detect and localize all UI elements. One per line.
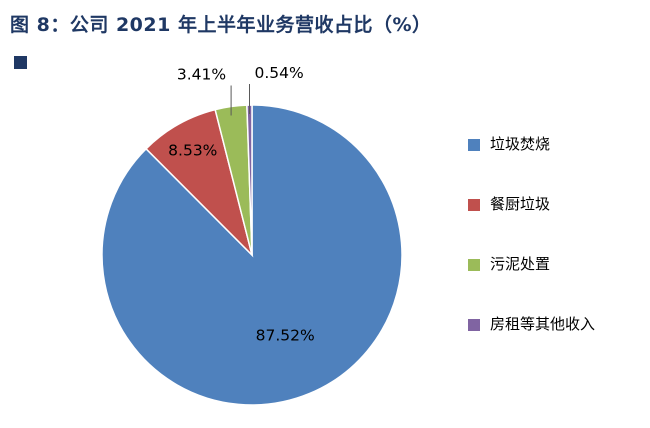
figure-title: 图 8：公司 2021 年上半年业务营收占比（%）: [10, 14, 432, 36]
legend-label: 餐厨垃圾: [490, 195, 551, 213]
legend-label: 房租等其他收入: [490, 315, 596, 333]
data-label-2: 3.41%: [177, 66, 226, 84]
legend-swatch: [468, 318, 480, 331]
legend-item-3: 房租等其他收入: [468, 316, 595, 333]
data-label-0: 87.52%: [256, 326, 315, 344]
legend-item-1: 餐厨垃圾: [468, 196, 595, 213]
legend-label: 污泥处置: [490, 255, 551, 273]
accent-square: [14, 56, 27, 69]
legend-swatch: [468, 138, 480, 151]
legend-item-2: 污泥处置: [468, 256, 595, 273]
data-label-1: 8.53%: [168, 142, 217, 160]
data-label-3: 0.54%: [255, 64, 304, 82]
legend-item-0: 垃圾焚烧: [468, 136, 595, 153]
legend-swatch: [468, 198, 480, 211]
legend-label: 垃圾焚烧: [490, 135, 551, 153]
legend-swatch: [468, 258, 480, 271]
chart-legend: 垃圾焚烧餐厨垃圾污泥处置房租等其他收入: [468, 136, 595, 376]
